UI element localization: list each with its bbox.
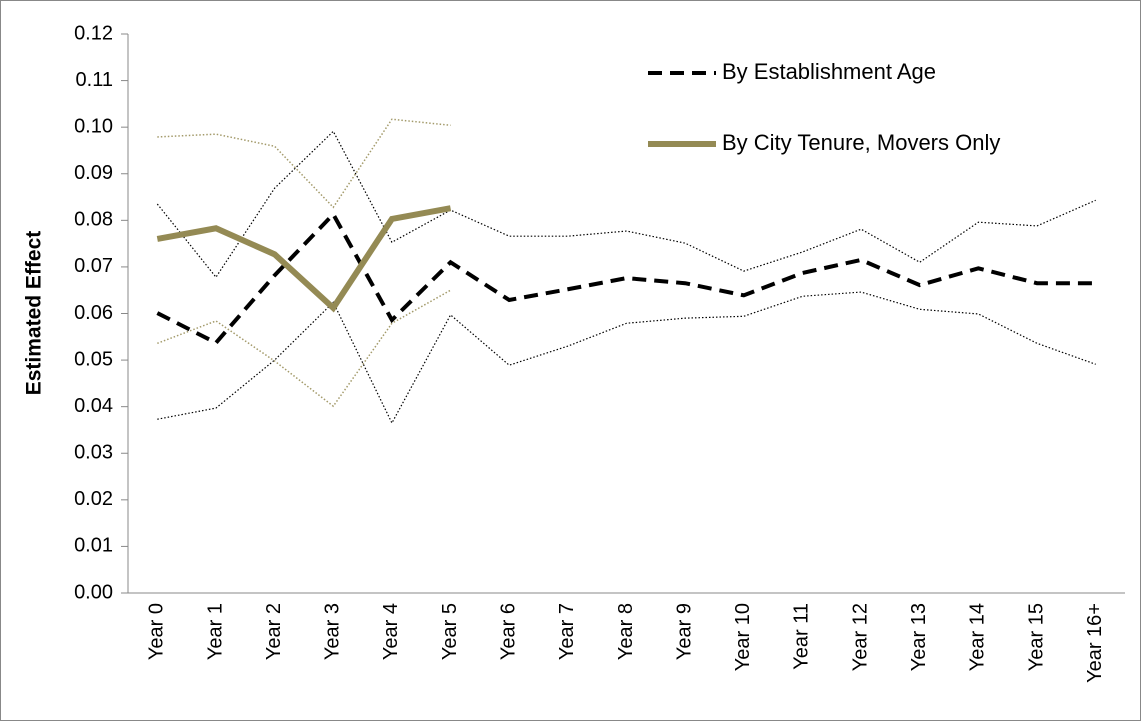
x-tick-label: Year 8: [615, 603, 637, 660]
y-tick-label: 0.09: [74, 162, 113, 184]
series-line: [157, 118, 451, 209]
x-tick-label: Year 1: [204, 603, 226, 660]
series-line: [156, 210, 1096, 346]
x-tick-label: Year 7: [556, 603, 578, 660]
x-tick-label: Year 15: [1025, 603, 1047, 671]
y-tick-label: 0.04: [74, 395, 113, 417]
x-tick-label: Year 0: [146, 603, 168, 660]
y-tick-label: 0.06: [74, 302, 113, 324]
y-tick-label: 0.11: [76, 69, 113, 91]
y-tick-label: 0.07: [74, 255, 113, 277]
legend-label: By Establishment Age: [722, 59, 936, 84]
x-tick-label: Year 13: [908, 603, 930, 671]
y-tick-label: 0.02: [74, 488, 113, 510]
y-tick-label: 0.08: [74, 209, 113, 231]
x-tick-label: Year 9: [673, 603, 695, 660]
y-axis-label: Estimated Effect: [23, 231, 46, 396]
y-tick-label: 0.12: [74, 22, 113, 44]
x-tick-label: Year 6: [497, 603, 519, 660]
series-line: [156, 205, 452, 313]
x-tick-label: Year 11: [791, 603, 813, 670]
y-tick-label: 0.00: [74, 581, 113, 603]
series-line: [156, 130, 1096, 279]
x-tick-label: Year 14: [967, 603, 989, 671]
x-tick-label: Year 5: [439, 603, 461, 660]
x-tick-label: Year 3: [322, 603, 344, 660]
y-tick-label: 0.05: [74, 348, 113, 370]
y-tick-label: 0.10: [74, 115, 113, 137]
x-tick-label: Year 12: [849, 603, 871, 671]
x-tick-label: Year 10: [732, 603, 754, 671]
x-tick-label: Year 16+: [1084, 603, 1106, 683]
x-tick-label: Year 4: [380, 603, 402, 660]
legend-label: By City Tenure, Movers Only: [722, 130, 1000, 155]
y-tick-label: 0.01: [74, 535, 113, 557]
y-tick-label: 0.03: [74, 442, 113, 464]
x-tick-label: Year 2: [263, 603, 285, 660]
series-line: [157, 291, 1096, 425]
